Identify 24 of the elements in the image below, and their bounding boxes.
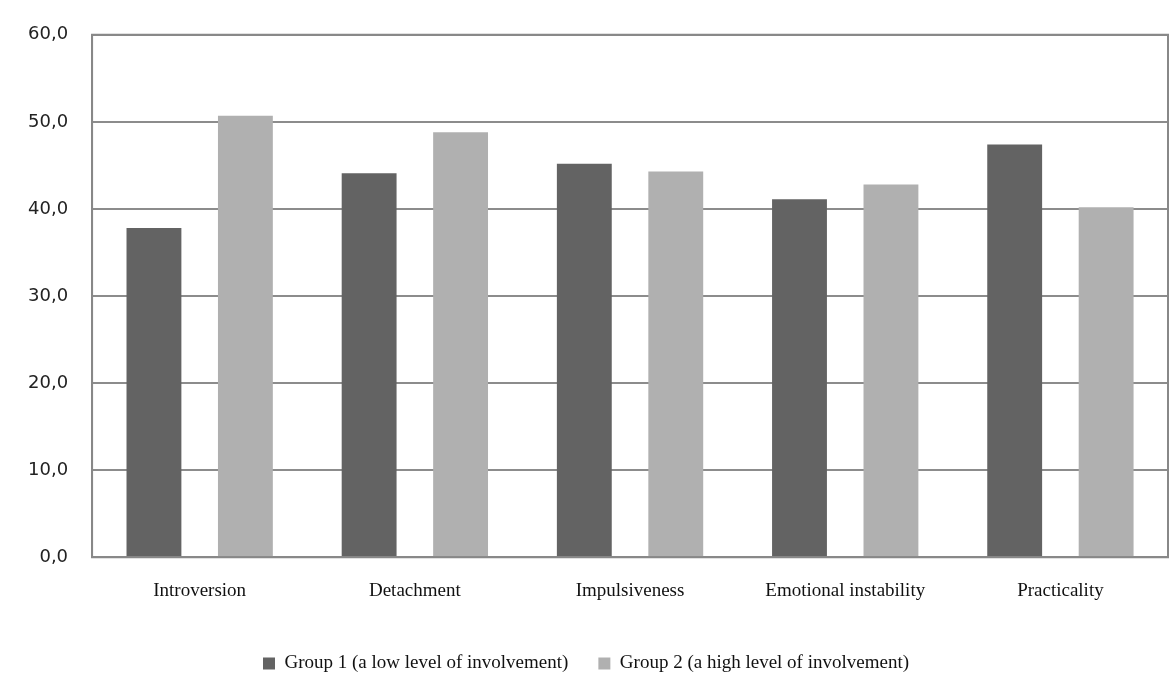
bar <box>217 115 273 557</box>
bar <box>1078 207 1134 557</box>
x-tick-label: Practicality <box>1017 578 1105 600</box>
y-tick-label: 50,0 <box>28 109 69 131</box>
bar <box>556 163 612 557</box>
bar <box>772 199 827 557</box>
bar <box>648 171 704 557</box>
bar <box>126 228 182 557</box>
bar <box>863 184 919 557</box>
y-tick-label: 30,0 <box>28 283 69 305</box>
x-tick-label: Introversion <box>153 578 247 600</box>
bar <box>987 144 1043 557</box>
bar <box>433 132 489 557</box>
x-tick-label: Emotional instability <box>765 578 926 600</box>
x-tick-label: Detachment <box>368 578 462 600</box>
legend-label: Group 2 (a high level of involvement) <box>619 651 910 674</box>
bar <box>341 173 397 557</box>
y-tick-label: 40,0 <box>28 196 69 218</box>
y-tick-label: 10,0 <box>28 457 69 479</box>
y-tick-label: 0,0 <box>39 544 69 566</box>
legend-label: Group 1 (a low level of involvement) <box>284 651 569 674</box>
y-tick-label: 60,0 <box>28 22 69 44</box>
y-tick-label: 20,0 <box>28 370 69 392</box>
x-tick-label: Impulsiveness <box>575 578 685 600</box>
